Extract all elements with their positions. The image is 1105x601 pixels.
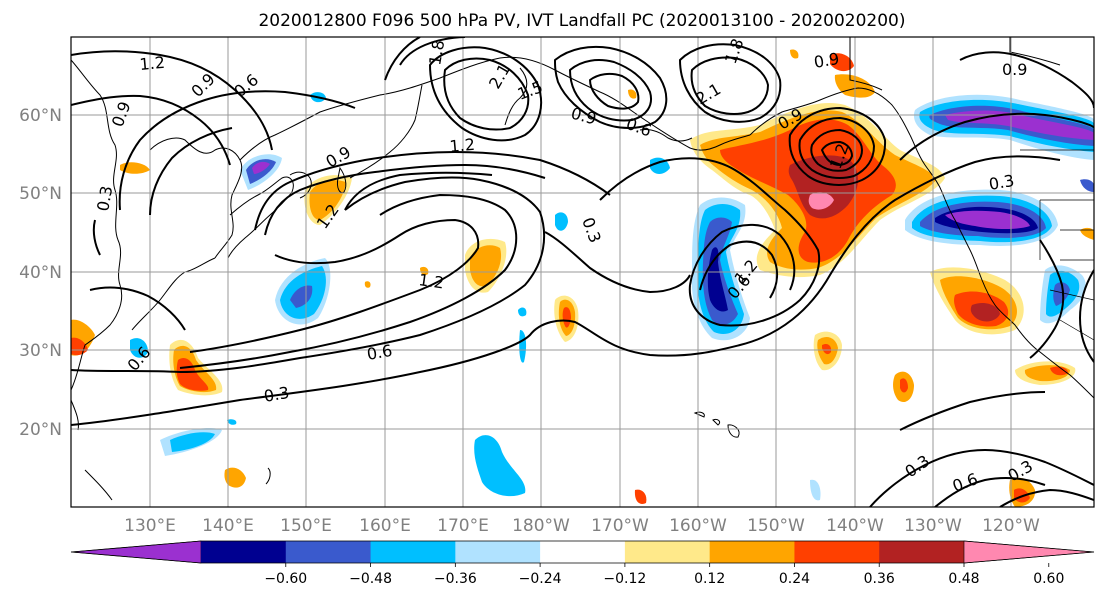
- colorbar-tick-label: 0.12: [694, 571, 725, 587]
- contour-label: 0.9: [812, 49, 840, 72]
- colorbar-segment: [370, 541, 456, 563]
- lon-label: 140°E: [202, 516, 254, 536]
- lon-label: 150°W: [747, 516, 805, 536]
- lon-label: 140°W: [826, 516, 884, 536]
- lon-label: 170°W: [591, 516, 649, 536]
- figure-title: 2020012800 F096 500 hPa PV, IVT Landfall…: [258, 11, 905, 31]
- colorbar-tick-label: 0.60: [1033, 571, 1064, 587]
- coastlines: [71, 37, 1094, 501]
- lat-label: 60°N: [19, 106, 62, 126]
- colorbar-tick-label: 0.48: [948, 571, 979, 587]
- lat-label: 20°N: [19, 420, 62, 440]
- contour-label: 0.3: [93, 184, 116, 212]
- colorbar-extend-min: [70, 540, 202, 564]
- colorbar-tick-label: −0.36: [434, 571, 477, 587]
- contour-label: 1.8: [425, 38, 448, 66]
- colorbar-segment: [879, 541, 965, 563]
- colorbar-tick-label: 0.24: [779, 571, 810, 587]
- lon-label: 130°E: [124, 516, 176, 536]
- colorbar-tick-label: −0.12: [603, 571, 646, 587]
- lat-label: 30°N: [19, 341, 62, 361]
- contour-label: 1.2: [417, 270, 445, 292]
- colorbar-tick-label: −0.24: [519, 571, 562, 587]
- longitude-labels: 130°E 140°E 150°E 160°E 170°E 180°W 170°…: [124, 516, 1040, 536]
- lon-label: 130°W: [904, 516, 962, 536]
- contour-label: 0.6: [365, 341, 393, 364]
- lat-label: 40°N: [19, 263, 62, 283]
- colorbar-tick-label: −0.60: [264, 571, 307, 587]
- colorbar-extend-max: [963, 540, 1095, 564]
- contour-label: 0.9: [1002, 60, 1027, 79]
- colorbar: [70, 540, 1095, 564]
- colorbar-outline: [70, 540, 1095, 564]
- colorbar-tick-label: 0.36: [864, 571, 895, 587]
- borders: [1020, 149, 1094, 341]
- contour-label: 1.2: [139, 53, 166, 74]
- lon-label: 170°E: [437, 516, 489, 536]
- lon-label: 120°W: [982, 516, 1040, 536]
- map-content: 1.2 0.9 0.6 0.9 1.2 1.8 1.5 2.1 0.9 0.6 …: [71, 37, 1094, 507]
- colorbar-segment: [540, 541, 626, 563]
- latitude-labels: 60°N 50°N 40°N 30°N 20°N: [19, 106, 62, 440]
- map-frame: [70, 36, 1095, 508]
- map-gridlines: [71, 37, 1094, 507]
- lon-label: 160°E: [359, 516, 411, 536]
- contour-label: 1.2: [449, 135, 476, 156]
- colorbar-segment: [794, 541, 880, 563]
- colorbar-segment: [285, 541, 372, 563]
- colorbar-segment: [455, 541, 541, 563]
- pv-contours: [71, 37, 1094, 507]
- lon-label: 160°W: [669, 516, 727, 536]
- lat-label: 50°N: [19, 184, 62, 204]
- colorbar-ticks: −0.60 −0.48 −0.36 −0.24 −0.12 0.12 0.24 0.36 0.4…: [264, 563, 1064, 587]
- colorbar-segment: [201, 541, 287, 563]
- colorbar-segment: [709, 541, 795, 563]
- contour-label: 0.3: [987, 171, 1015, 194]
- contour-label: 0.3: [262, 383, 290, 406]
- lon-label: 180°W: [512, 516, 570, 536]
- colorbar-tick-label: −0.48: [349, 571, 392, 587]
- lon-label: 150°E: [280, 516, 332, 536]
- colorbar-segment: [624, 541, 711, 563]
